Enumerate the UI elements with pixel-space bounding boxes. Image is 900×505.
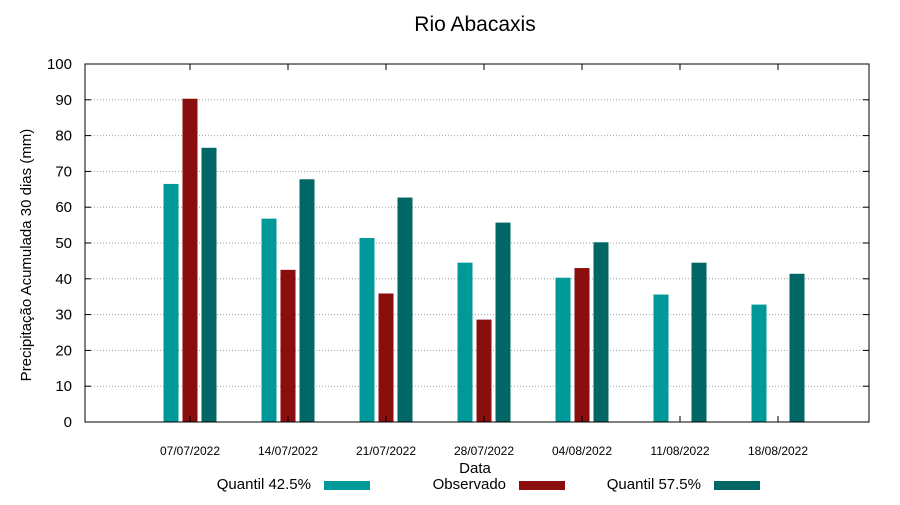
legend-label: Quantil 42.5% [217, 476, 311, 493]
bar-quantil-42-5--3 [457, 262, 473, 422]
y-tick-label: 0 [64, 414, 72, 431]
bar-observado-3 [476, 319, 492, 422]
bar-quantil-42-5--5 [653, 294, 669, 422]
bar-quantil-42-5--4 [555, 277, 571, 422]
bar-observado-0 [182, 98, 198, 422]
x-tick-label: 21/07/2022 [356, 444, 416, 458]
plot-frame [84, 63, 870, 423]
bar-quantil-57-5--0 [201, 147, 217, 422]
bar-quantil-57-5--3 [495, 222, 511, 422]
y-tick-label: 40 [55, 271, 72, 288]
legend-label: Observado [433, 476, 506, 493]
y-tick-label: 90 [55, 92, 72, 109]
bar-quantil-42-5--6 [751, 304, 767, 422]
bar-quantil-42-5--0 [163, 183, 179, 422]
legend-label: Quantil 57.5% [607, 476, 701, 493]
legend-swatch [519, 481, 565, 490]
bar-observado-4 [574, 268, 590, 422]
y-tick-label: 10 [55, 378, 72, 395]
y-tick-label: 30 [55, 307, 72, 324]
x-tick-label: 04/08/2022 [552, 444, 612, 458]
bar-quantil-57-5--5 [691, 262, 707, 422]
y-tick-label: 50 [55, 235, 72, 252]
y-axis-label: Precipitação Acumulada 30 dias (mm) [18, 129, 35, 382]
y-tick-label: 70 [55, 163, 72, 180]
x-tick-label: 11/08/2022 [650, 444, 709, 458]
x-axis-label: Data [459, 460, 491, 477]
x-axis: 07/07/2022 14/07/2022 21/07/2022 28/07/2022… [160, 64, 808, 458]
y-axis: 0 10 20 30 40 50 60 70 80 90 100 [47, 56, 869, 431]
legend: Quantil 42.5% Observado Quantil 57.5% [217, 476, 760, 493]
legend-swatch [324, 481, 370, 490]
bar-quantil-57-5--6 [789, 273, 805, 422]
bar-quantil-42-5--2 [359, 237, 375, 422]
x-tick-label: 07/07/2022 [160, 444, 220, 458]
bar-quantil-42-5--1 [261, 218, 277, 422]
bar-quantil-57-5--1 [299, 179, 315, 422]
y-tick-label: 60 [55, 199, 72, 216]
chart-title: Rio Abacaxis [414, 13, 535, 36]
y-tick-label: 20 [55, 342, 72, 359]
legend-swatch [714, 481, 760, 490]
y-tick-label: 80 [55, 128, 72, 145]
x-tick-label: 28/07/2022 [454, 444, 514, 458]
bar-observado-1 [280, 269, 296, 422]
bar-observado-2 [378, 293, 394, 422]
x-tick-label: 14/07/2022 [258, 444, 318, 458]
y-tick-label: 100 [47, 56, 72, 73]
x-tick-label: 18/08/2022 [748, 444, 808, 458]
bar-quantil-57-5--4 [593, 242, 609, 422]
bars [163, 98, 805, 422]
bar-quantil-57-5--2 [397, 197, 413, 422]
